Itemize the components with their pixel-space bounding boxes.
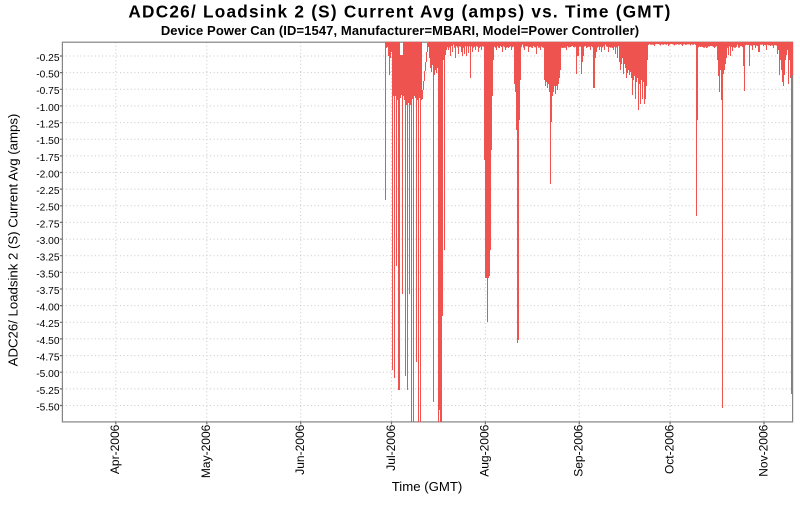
- svg-text:Device Power Can (ID=1547, Man: Device Power Can (ID=1547, Manufacturer=…: [161, 23, 639, 38]
- svg-text:Sep-2006: Sep-2006: [572, 424, 586, 476]
- svg-text:-2.75: -2.75: [36, 219, 60, 230]
- svg-text:-3.25: -3.25: [36, 253, 60, 264]
- svg-text:-0.25: -0.25: [36, 53, 60, 64]
- svg-text:-1.00: -1.00: [36, 103, 60, 114]
- svg-text:-1.25: -1.25: [36, 120, 60, 131]
- svg-text:-2.25: -2.25: [36, 186, 60, 197]
- svg-text:-0.50: -0.50: [36, 70, 60, 81]
- svg-text:-5.50: -5.50: [36, 402, 60, 413]
- svg-text:ADC26/ Loadsink 2 (S) Current: ADC26/ Loadsink 2 (S) Current Avg (amps)…: [128, 2, 671, 22]
- svg-text:Nov-2006: Nov-2006: [756, 424, 770, 476]
- svg-text:-4.00: -4.00: [36, 303, 60, 314]
- svg-text:-1.50: -1.50: [36, 136, 60, 147]
- svg-text:Aug-2006: Aug-2006: [478, 424, 492, 476]
- svg-text:-3.00: -3.00: [36, 236, 60, 247]
- svg-text:-2.50: -2.50: [36, 203, 60, 214]
- svg-text:-5.25: -5.25: [36, 386, 60, 397]
- svg-text:Jun-2006: Jun-2006: [293, 424, 307, 474]
- svg-text:-4.50: -4.50: [36, 336, 60, 347]
- svg-text:Apr-2006: Apr-2006: [108, 424, 122, 474]
- svg-text:-5.00: -5.00: [36, 369, 60, 380]
- svg-text:May-2006: May-2006: [199, 424, 213, 478]
- svg-text:-3.75: -3.75: [36, 286, 60, 297]
- svg-text:-4.75: -4.75: [36, 353, 60, 364]
- svg-text:ADC26/ Loadsink 2 (S) Current: ADC26/ Loadsink 2 (S) Current Avg (amps): [6, 114, 21, 367]
- svg-text:-3.50: -3.50: [36, 269, 60, 280]
- svg-text:Jul-2006: Jul-2006: [384, 424, 398, 470]
- svg-text:-4.25: -4.25: [36, 319, 60, 330]
- svg-text:-2.00: -2.00: [36, 169, 60, 180]
- svg-text:Oct-2006: Oct-2006: [662, 424, 676, 474]
- svg-text:Time (GMT): Time (GMT): [392, 479, 463, 494]
- svg-text:-1.75: -1.75: [36, 153, 60, 164]
- svg-text:-0.75: -0.75: [36, 86, 60, 97]
